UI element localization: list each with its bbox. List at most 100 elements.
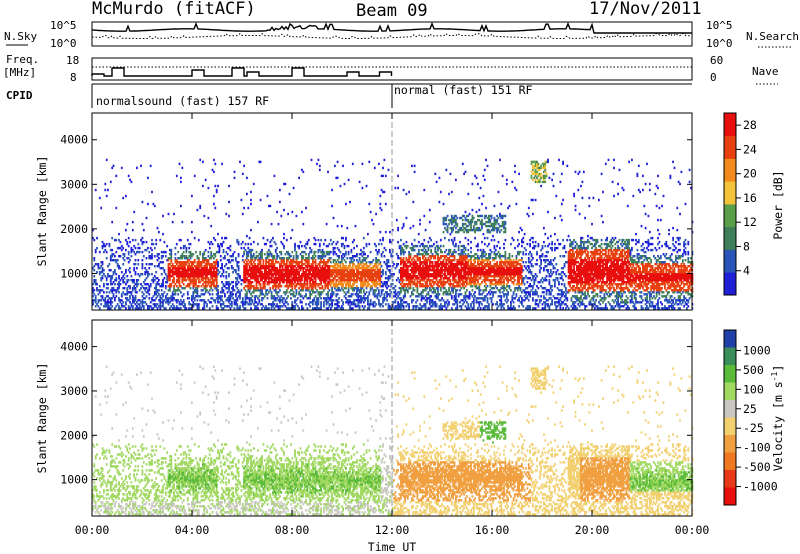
power-cell: [97, 267, 100, 270]
nsky-trace: [91, 21, 692, 34]
power-cell: [329, 279, 332, 282]
power-cell: [295, 275, 298, 278]
power-cell: [177, 271, 180, 274]
power-cell: [225, 277, 228, 280]
power-cell: [152, 295, 155, 298]
power-cell: [280, 269, 283, 272]
power-cell: [108, 307, 111, 310]
power-cell: [208, 273, 211, 276]
power-cell: [108, 242, 111, 246]
power-cell: [320, 297, 322, 300]
power-cell: [108, 269, 111, 272]
power-cell: [379, 261, 382, 264]
power-cell: [229, 293, 232, 296]
power-cell: [219, 259, 222, 262]
power-cell: [445, 248, 448, 252]
power-cell: [332, 267, 335, 270]
power-cell: [199, 273, 202, 276]
power-cell: [204, 178, 207, 182]
power-cell: [104, 188, 107, 192]
power-cell: [193, 285, 196, 288]
power-cell: [181, 295, 184, 298]
power-cell: [460, 293, 463, 296]
power-cell: [228, 305, 230, 308]
power-cell: [162, 293, 164, 296]
power-cell: [98, 291, 101, 294]
power-cell: [296, 271, 299, 274]
power-cell: [206, 267, 208, 270]
power-cell: [274, 242, 277, 246]
power-cell: [279, 263, 281, 266]
power-cell: [213, 158, 215, 162]
power-cell: [291, 277, 294, 280]
power-cell: [468, 212, 471, 216]
power-cell: [270, 291, 273, 294]
power-cell: [189, 277, 192, 280]
power-cell: [331, 188, 333, 192]
power-cell: [177, 293, 180, 296]
power-cell: [262, 263, 265, 266]
power-cell: [208, 271, 211, 274]
power-cell: [193, 275, 196, 278]
power-cell: [140, 307, 142, 310]
power-cell: [97, 299, 100, 302]
power-cell: [130, 250, 133, 254]
power-cell: [97, 301, 100, 304]
power-cell: [127, 261, 130, 264]
power-cell: [250, 271, 252, 274]
power-cell: [241, 172, 244, 176]
power-cell: [97, 289, 100, 292]
power-cell: [340, 236, 343, 240]
power-cell: [129, 287, 131, 290]
power-cell: [133, 301, 136, 304]
power-cell: [307, 287, 310, 290]
power-cell: [340, 255, 343, 258]
power-cell: [394, 285, 397, 288]
power-cell: [261, 279, 263, 282]
power-cell: [125, 271, 127, 274]
power-cell: [219, 255, 222, 258]
power-cell: [268, 303, 270, 306]
power-cell: [246, 271, 248, 274]
power-cell: [126, 257, 129, 260]
power-cell: [331, 293, 333, 296]
power-cell: [280, 305, 283, 308]
power-cell: [229, 291, 232, 294]
power-cell: [119, 299, 122, 302]
power-cell: [167, 297, 170, 300]
power-cell: [125, 248, 127, 252]
power-cell: [191, 295, 193, 298]
power-cell: [318, 261, 321, 264]
power-cell: [259, 259, 262, 262]
power-cell: [250, 267, 252, 270]
power-cell: [316, 307, 318, 310]
power-cell: [301, 301, 303, 304]
power-cell: [210, 297, 213, 300]
power-cell: [122, 257, 125, 260]
power-cell: [114, 259, 116, 262]
power-cell: [125, 238, 127, 242]
power-cell: [313, 275, 316, 278]
power-cell: [323, 277, 325, 280]
power-cell: [248, 301, 251, 304]
power-cell: [397, 226, 399, 230]
power-cell: [122, 275, 125, 278]
power-cell: [109, 299, 112, 302]
power-cell: [279, 281, 281, 284]
power-cell: [211, 267, 214, 270]
power-cell: [246, 301, 248, 304]
power-cell: [93, 259, 96, 262]
power-cell: [312, 285, 314, 288]
power-cell: [148, 273, 151, 276]
power-cell: [228, 285, 230, 288]
power-cell: [283, 182, 285, 186]
power-cell: [215, 275, 218, 278]
power-cell: [107, 299, 109, 302]
power-cell: [320, 303, 322, 306]
power-cell: [173, 212, 175, 216]
power-cell: [120, 271, 123, 274]
power-cell: [181, 281, 184, 284]
power-cell: [294, 299, 296, 302]
power-cell: [375, 289, 377, 292]
power-cell: [262, 265, 265, 268]
